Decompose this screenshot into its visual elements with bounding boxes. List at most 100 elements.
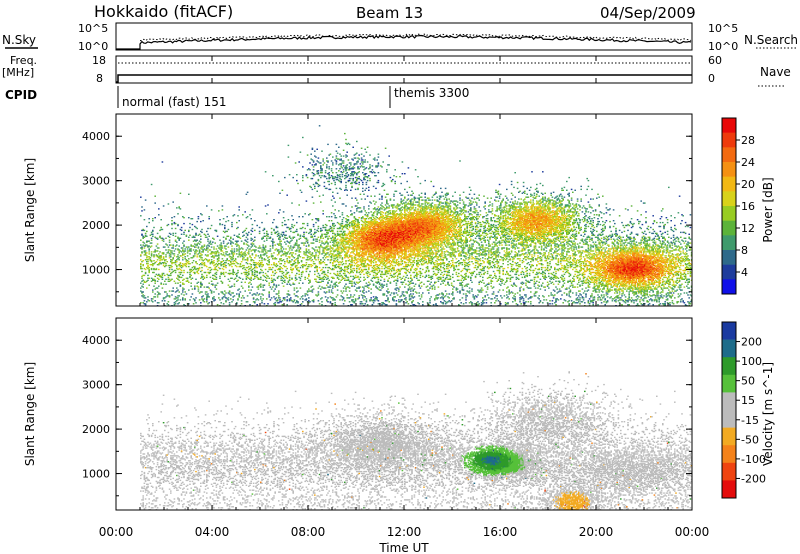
power-cell <box>329 251 332 253</box>
power-cell <box>338 262 340 264</box>
power-cell <box>293 261 296 263</box>
power-cell <box>357 161 359 163</box>
power-cell <box>365 231 368 234</box>
power-cell <box>333 260 335 262</box>
power-cell <box>324 241 327 243</box>
power-cell <box>341 251 344 253</box>
power-cell <box>303 233 305 235</box>
power-cell <box>148 248 150 250</box>
power-cell <box>384 227 387 230</box>
power-cell <box>369 253 371 255</box>
power-cell <box>166 252 168 254</box>
power-cell <box>346 240 348 242</box>
power-cell <box>159 274 161 277</box>
power-cell <box>371 270 374 273</box>
power-cell <box>380 241 382 243</box>
power-cell <box>363 256 365 258</box>
power-cell <box>274 298 276 300</box>
power-cell <box>272 240 274 242</box>
power-cell <box>351 241 353 243</box>
power-cell <box>346 255 348 257</box>
power-cell <box>225 262 227 264</box>
power-cell <box>228 260 231 262</box>
power-cell <box>333 239 335 241</box>
power-cell <box>345 166 347 168</box>
power-cell <box>383 236 386 238</box>
power-cell <box>309 279 311 281</box>
power-cell <box>350 275 352 278</box>
power-cell <box>369 179 371 182</box>
power-cell <box>324 248 327 250</box>
power-cell <box>172 270 174 273</box>
power-cell <box>149 264 152 266</box>
power-cell <box>345 205 347 207</box>
power-cell <box>288 242 291 244</box>
power-cell <box>156 243 159 245</box>
power-cell <box>346 227 348 230</box>
power-cell <box>141 277 143 279</box>
power-cell <box>352 296 354 298</box>
power-cell <box>369 233 371 235</box>
power-cell <box>378 229 381 232</box>
power-cell <box>377 212 380 214</box>
power-cell <box>257 294 260 296</box>
power-cell <box>314 258 316 260</box>
power-cell <box>332 156 334 158</box>
power-cell <box>374 208 376 210</box>
power-cell <box>311 289 314 291</box>
power-cell <box>341 212 344 214</box>
power-cell <box>348 179 351 182</box>
power-cell <box>256 304 258 306</box>
power-cell <box>164 259 166 261</box>
power-cell <box>363 228 365 231</box>
power-cell <box>336 257 339 259</box>
power-cell <box>384 196 387 198</box>
power-cell <box>154 275 156 278</box>
power-cell <box>190 278 192 280</box>
power-cell <box>351 262 353 264</box>
power-cell <box>148 251 150 253</box>
power-cell <box>377 163 380 165</box>
power-cell <box>178 291 180 293</box>
power-cell <box>274 288 276 290</box>
power-cell <box>309 253 311 255</box>
power-cell <box>382 243 384 245</box>
power-heatmap-cells <box>140 125 693 307</box>
power-cell <box>276 235 279 237</box>
power-cell <box>354 243 357 245</box>
power-cell <box>345 156 347 158</box>
power-cell <box>246 247 249 249</box>
power-cell <box>180 271 183 274</box>
power-cell <box>162 297 165 299</box>
power-cell <box>240 252 243 254</box>
power-cell <box>332 263 334 265</box>
power-cell <box>302 222 304 225</box>
power-cell <box>348 239 351 241</box>
power-cell <box>236 262 238 264</box>
power-cell <box>215 253 218 255</box>
power-cell <box>197 253 200 255</box>
power-cell <box>339 235 341 237</box>
power-cell <box>383 240 386 242</box>
power-cell <box>191 277 194 279</box>
power-cell <box>382 161 384 163</box>
power-cell <box>159 251 161 253</box>
power-cell <box>380 242 382 244</box>
power-cell <box>330 259 333 261</box>
power-cell <box>377 271 380 274</box>
power-cell <box>371 169 374 171</box>
power-cell <box>284 297 286 299</box>
power-cell <box>383 230 386 233</box>
power-cell <box>372 233 375 235</box>
power-cell <box>346 164 348 166</box>
power-cell <box>312 242 315 244</box>
power-cell <box>254 277 256 279</box>
power-cell <box>197 272 200 275</box>
power-cell <box>339 227 341 230</box>
power-cell <box>341 233 344 235</box>
power-cell <box>152 298 154 300</box>
power-cell <box>296 267 298 270</box>
power-cell <box>238 251 240 253</box>
power-cell <box>382 221 384 224</box>
power-cell <box>334 236 336 238</box>
